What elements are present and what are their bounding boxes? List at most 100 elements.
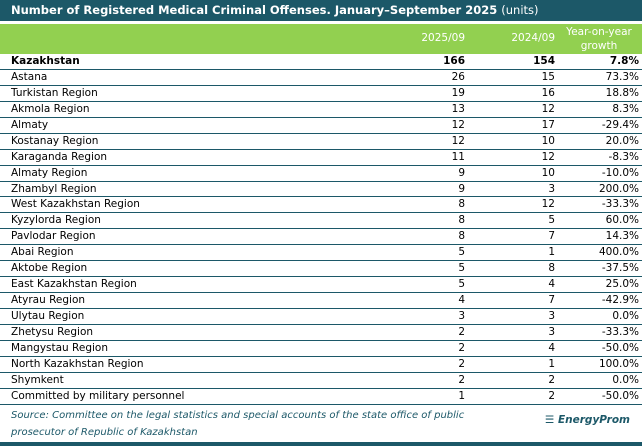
growth-cell: 200.0% (598, 182, 639, 195)
value-2024-cell: 8 (548, 262, 555, 275)
table-row: Kostanay Region 12 10 20.0% (0, 134, 642, 150)
value-2025-cell: 4 (458, 294, 465, 307)
growth-cell: 60.0% (605, 214, 639, 227)
table-title: Number of Registered Medical Criminal Of… (0, 0, 642, 21)
value-2024-cell: 7 (548, 294, 555, 307)
region-cell: Mangystau Region (11, 341, 108, 354)
table-row: Karaganda Region 11 12 -8.3% (0, 150, 642, 166)
table-header: 2025/09 2024/09 Year-on-year growth (0, 24, 642, 54)
growth-cell: 0.0% (612, 373, 639, 386)
value-2024-cell: 17 (541, 118, 555, 131)
table-body: Kazakhstan 166 154 7.8% Astana 26 15 73.3% T… (0, 54, 642, 405)
region-cell: Astana (11, 70, 48, 83)
region-cell: Aktobe Region (11, 262, 88, 275)
logo-icon: ☰ (544, 414, 555, 426)
energyprom-logo: ☰ EnergyProm (545, 414, 630, 426)
table-row: Zhambyl Region 9 3 200.0% (0, 182, 642, 198)
source-note: Source: Committee on the legal statistic… (11, 410, 465, 438)
value-2025-cell: 13 (451, 102, 465, 115)
value-2025-cell: 8 (458, 198, 465, 211)
bottom-bar (0, 442, 642, 446)
value-2025-cell: 5 (458, 246, 465, 259)
value-2025-cell: 2 (458, 325, 465, 338)
growth-cell: -10.0% (601, 166, 639, 179)
value-2024-cell: 16 (541, 86, 555, 99)
growth-cell: 400.0% (598, 246, 639, 259)
table-row: Pavlodar Region 8 7 14.3% (0, 229, 642, 246)
table-row: Ulytau Region 3 3 0.0% (0, 309, 642, 325)
growth-cell: -33.3% (601, 198, 639, 211)
value-2024-cell: 3 (548, 182, 555, 195)
growth-cell: 14.3% (605, 230, 639, 243)
region-cell: Zhetysu Region (11, 325, 94, 338)
value-2025-cell: 5 (458, 262, 465, 275)
region-cell: Kyzylorda Region (11, 214, 101, 227)
table-row: Akmola Region 13 12 8.3% (0, 102, 642, 118)
value-2025-cell: 8 (458, 214, 465, 227)
growth-cell: 8.3% (612, 102, 639, 115)
growth-cell: 73.3% (605, 70, 639, 83)
col-header-growth: Year-on-year growth (566, 26, 632, 52)
region-cell: Kazakhstan (11, 55, 80, 67)
value-2025-cell: 9 (458, 182, 465, 195)
value-2025-cell: 19 (451, 86, 465, 99)
region-cell: Pavlodar Region (11, 230, 96, 243)
value-2025-cell: 8 (458, 230, 465, 243)
col-header-2024: 2024/09 (511, 32, 555, 44)
value-2025-cell: 3 (458, 310, 465, 322)
col-header-2025: 2025/09 (421, 32, 465, 44)
region-cell: East Kazakhstan Region (11, 278, 137, 291)
value-2024-cell: 2 (548, 389, 555, 402)
value-2024-cell: 7 (548, 230, 555, 243)
region-cell: Almaty (11, 118, 49, 131)
value-2024-cell: 12 (541, 102, 555, 115)
title-text: Number of Registered Medical Criminal Of… (11, 3, 498, 17)
growth-cell: -50.0% (601, 389, 639, 402)
region-cell: Atyrau Region (11, 294, 86, 307)
table-row: Astana 26 15 73.3% (0, 70, 642, 86)
table-row: Aktobe Region 5 8 -37.5% (0, 261, 642, 278)
value-2024-cell: 3 (548, 325, 555, 338)
growth-cell: 0.0% (612, 310, 639, 322)
logo-text: EnergyProm (557, 414, 630, 426)
value-2025-cell: 11 (451, 150, 465, 163)
value-2025-cell: 1 (458, 389, 465, 402)
value-2024-cell: 5 (548, 214, 555, 227)
region-cell: West Kazakhstan Region (11, 198, 140, 211)
growth-cell: -42.9% (601, 294, 639, 307)
value-2024-cell: 154 (533, 55, 555, 67)
table-row: Shymkent 2 2 0.0% (0, 373, 642, 389)
value-2025-cell: 12 (451, 118, 465, 131)
value-2025-cell: 9 (458, 166, 465, 179)
growth-cell: 18.8% (605, 86, 639, 99)
value-2025-cell: 2 (458, 357, 465, 370)
growth-cell: -33.3% (601, 325, 639, 338)
value-2024-cell: 4 (548, 278, 555, 291)
value-2024-cell: 4 (548, 341, 555, 354)
value-2025-cell: 12 (451, 134, 465, 147)
region-cell: Ulytau Region (11, 310, 85, 322)
table-row: Abai Region 5 1 400.0% (0, 245, 642, 262)
region-cell: Akmola Region (11, 102, 90, 115)
region-cell: North Kazakhstan Region (11, 357, 144, 370)
value-2025-cell: 2 (458, 341, 465, 354)
region-cell: Zhambyl Region (11, 182, 97, 195)
table-row: East Kazakhstan Region 5 4 25.0% (0, 277, 642, 294)
table-row: Atyrau Region 4 7 -42.9% (0, 293, 642, 309)
region-cell: Almaty Region (11, 166, 88, 179)
growth-cell: 7.8% (609, 55, 639, 67)
growth-cell: 20.0% (605, 134, 639, 147)
value-2024-cell: 2 (548, 373, 555, 386)
value-2024-cell: 15 (541, 70, 555, 83)
table-row: Mangystau Region 2 4 -50.0% (0, 341, 642, 357)
value-2024-cell: 12 (541, 198, 555, 211)
table-row: West Kazakhstan Region 8 12 -33.3% (0, 197, 642, 214)
value-2024-cell: 1 (548, 357, 555, 370)
growth-cell: -29.4% (601, 118, 639, 131)
region-cell: Abai Region (11, 246, 74, 259)
value-2024-cell: 1 (548, 246, 555, 259)
table-row: Kyzylorda Region 8 5 60.0% (0, 213, 642, 230)
unit-text: (units) (501, 3, 539, 17)
table-row: Zhetysu Region 2 3 -33.3% (0, 325, 642, 341)
growth-cell: -50.0% (601, 341, 639, 354)
